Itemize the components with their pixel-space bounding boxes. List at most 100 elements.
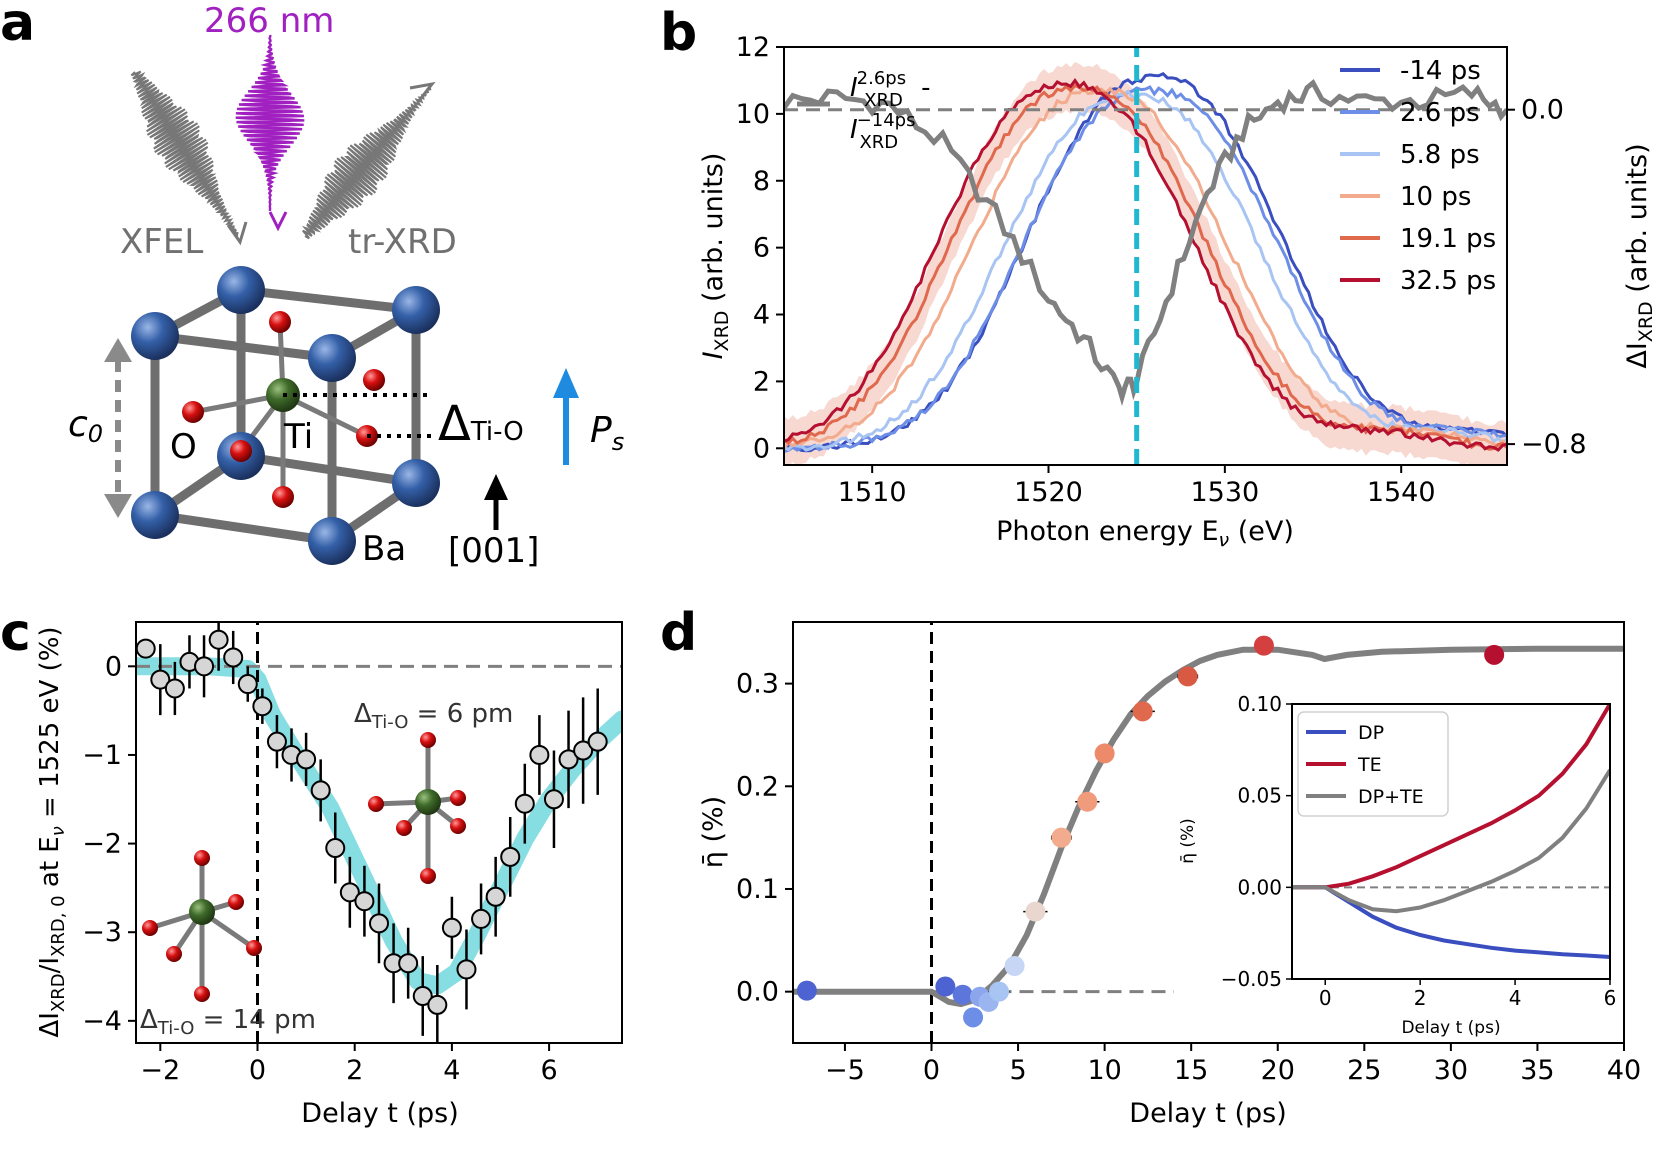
ba-atom [131, 491, 179, 539]
data-point [1077, 791, 1098, 812]
x-tick-label: 6 [541, 1055, 558, 1086]
o-atom [166, 946, 182, 962]
panel-d-points [796, 635, 1505, 1028]
y-tick-label: 0.0 [736, 977, 779, 1008]
x-tick-label: −2 [140, 1055, 180, 1086]
data-point [558, 749, 579, 770]
inset-xlabel: Delay t (ps) [1401, 1018, 1500, 1038]
x-tick-label: 10 [1087, 1055, 1121, 1086]
inset-legend: DP TE DP+TE [1306, 722, 1424, 808]
data-point [1025, 901, 1046, 922]
data-point [500, 846, 521, 867]
panel-c-frame [135, 621, 623, 1044]
data-point [1177, 666, 1198, 687]
panel-b-legend: -14 ps 2.6 ps 5.8 ps 10 ps 19.1 ps 32.5 ps [1340, 56, 1496, 296]
data-point [514, 793, 535, 814]
panel-c-ylabel: ΔIXRD/IXRD, 0 at Eν = 1525 eV (%) [35, 626, 69, 1037]
y-tick-label: −1 [82, 740, 122, 771]
data-point [952, 984, 973, 1005]
xfel-arrow-icon [226, 221, 248, 246]
panel-d-ylabel: η̄ (%) [698, 796, 729, 868]
inset-legend-label: DP+TE [1358, 786, 1424, 808]
data-point [266, 731, 287, 752]
data-point [543, 789, 564, 810]
panel-a: a 266 nm XFEL tr-XRD [0, 0, 624, 571]
inset-legend-box [1297, 711, 1449, 817]
x-tick-label: 0 [249, 1055, 266, 1086]
data-point [1484, 644, 1505, 665]
legend-label: 19.1 ps [1400, 224, 1496, 254]
inset-legend-label: TE [1357, 754, 1382, 776]
y-tick-label: 6 [753, 233, 770, 264]
data-point [963, 1007, 984, 1028]
octahedron-large-distortion [142, 850, 262, 1002]
inset-y-tick-label: 0.05 [1237, 784, 1282, 808]
o-atom [182, 401, 204, 423]
data-point [412, 986, 433, 1007]
difference-legend-label-1: I2.6ps XRD - [850, 68, 930, 111]
spectrum-line [784, 78, 1507, 452]
y-tick-label: −2 [82, 829, 122, 860]
c0-label: c0 [68, 404, 103, 448]
inset-frame [1291, 703, 1611, 980]
panel-b-ylabel: IXRD (arb. units) [698, 153, 733, 360]
panel-c-ticks: −2 0 2 4 6 0 −1 −2 −3 −4 [82, 651, 558, 1086]
data-point [989, 981, 1010, 1002]
inset-y-tick-label: 0.00 [1237, 875, 1282, 899]
y-tick-label: 4 [753, 300, 770, 331]
ba-atom [308, 334, 356, 382]
ba-atom [217, 266, 265, 314]
direction-label: [001] [448, 531, 539, 571]
spectrum-line [784, 72, 1507, 453]
data-point [136, 638, 156, 659]
ba-label: Ba [362, 529, 406, 569]
data-point [369, 913, 389, 934]
data-point [529, 744, 550, 765]
ba-atom [308, 517, 356, 565]
panel-d-ticks: −5 0 5 10 15 20 25 30 35 400.00.10.20.3 [736, 669, 1641, 1086]
data-point [796, 980, 817, 1001]
panel-d-xlabel: Delay t (ps) [1129, 1098, 1286, 1129]
inset-y-tick-label: −0.05 [1221, 967, 1282, 991]
c0-arrow-head-down [104, 494, 132, 518]
y-tick-label: 0.3 [736, 669, 779, 700]
y2-tick-label: −0.8 [1521, 429, 1587, 460]
trxrd-label: tr-XRD [348, 222, 457, 262]
y-tick-label: 12 [736, 32, 770, 63]
data-point [310, 780, 331, 801]
o-atom [246, 940, 262, 956]
y2-tick-label: 0.0 [1521, 95, 1564, 126]
ps-arrow-head [553, 368, 579, 398]
panel-c-annotation-6pm: ΔTi-O = 6 pm [354, 699, 513, 733]
o-atom [230, 440, 252, 462]
data-point [208, 629, 229, 650]
ba-atom [392, 286, 440, 334]
legend-label: 10 ps [1400, 182, 1471, 212]
legend-label: 5.8 ps [1400, 140, 1480, 170]
panel-b-difference-curve [784, 79, 1507, 407]
xfel-pulse-icon [130, 70, 239, 237]
c0-arrow-head-up [104, 338, 132, 362]
o-atom [450, 790, 466, 806]
data-point [164, 678, 185, 699]
y-tick-label: −3 [82, 917, 122, 948]
data-point [441, 917, 462, 938]
o-atom [420, 868, 436, 884]
y-tick-label: −4 [82, 1006, 122, 1037]
data-point [237, 674, 258, 695]
o-atom [142, 920, 158, 936]
inset-x-tick-label: 4 [1509, 986, 1522, 1010]
data-point [398, 953, 419, 974]
panel-b-ticks: 1510 1520 1530 1540 0 2 4 6 8 10 12 0.0 −0.8 [736, 32, 1587, 508]
o-atom [368, 796, 384, 812]
panel-d-letter: d [660, 603, 697, 663]
x-tick-label: 1530 [1190, 477, 1259, 508]
ps-label: Ps [590, 410, 624, 456]
inset-x-tick-label: 0 [1319, 986, 1332, 1010]
o-atoms [182, 311, 385, 508]
panel-b-frame [783, 46, 1508, 466]
x-tick-label: −5 [825, 1055, 865, 1086]
inset-series-line [1292, 885, 1610, 959]
pump-arrow-icon [268, 211, 288, 232]
